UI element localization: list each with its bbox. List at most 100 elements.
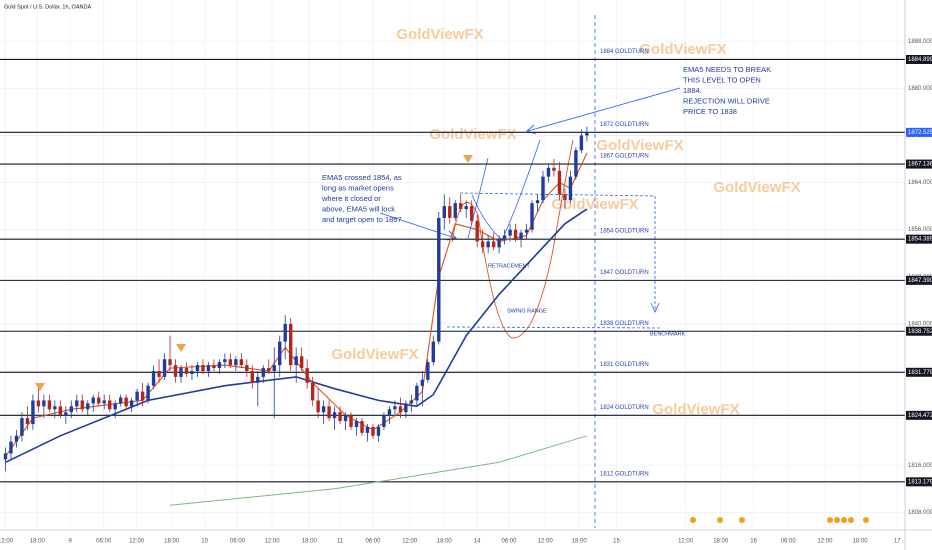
candle-body xyxy=(234,359,238,366)
candle-body xyxy=(382,415,386,427)
candle-body xyxy=(75,400,79,407)
note-line: RETRACEMENT xyxy=(488,263,531,269)
candle-body xyxy=(107,400,112,410)
candle-body xyxy=(469,206,474,221)
candle-body xyxy=(343,415,348,422)
candle-body xyxy=(426,362,430,380)
price-box xyxy=(906,410,932,420)
candle-body xyxy=(184,368,189,374)
candle-body xyxy=(354,421,359,427)
x-tick-label: 18:00 xyxy=(713,539,729,545)
candle-body xyxy=(162,359,167,377)
x-tick-label: 06:00 xyxy=(365,539,381,545)
candle-body xyxy=(437,217,441,342)
marker xyxy=(35,383,45,391)
candle-body xyxy=(140,391,145,401)
x-tick-label: 15 xyxy=(613,539,620,545)
x-tick-label: 06:00 xyxy=(96,539,112,545)
candle-body xyxy=(223,359,227,363)
candle-body xyxy=(179,368,183,377)
candle-body xyxy=(299,356,304,369)
candle-body xyxy=(321,406,326,413)
candle-body xyxy=(250,371,255,383)
x-tick-label: 12:00 xyxy=(402,539,418,545)
price-box-label: 1867.136 xyxy=(908,162,932,168)
y-tick-label: 1840.000 xyxy=(908,321,932,327)
candle-body xyxy=(206,365,211,371)
event-icon xyxy=(841,517,847,523)
watermarks: GoldViewFX GoldViewFX GoldViewFX GoldViewFX… xyxy=(331,26,800,418)
candle-body xyxy=(47,400,52,410)
price-box xyxy=(906,367,932,377)
event-icon xyxy=(834,517,840,523)
event-icon xyxy=(717,517,723,523)
level-label: 1884 GOLDTURN xyxy=(600,49,649,55)
candle-body xyxy=(491,241,496,248)
level-label: 1838 GOLDTURN xyxy=(600,321,649,327)
candle-body xyxy=(420,379,425,386)
x-tick-label: 18:00 xyxy=(853,539,869,545)
x-tick-label: 18:00 xyxy=(30,539,46,545)
candle-body xyxy=(442,206,446,218)
candle-body xyxy=(283,323,287,342)
arrow xyxy=(379,212,456,239)
level-label: 1824 GOLDTURN xyxy=(600,405,649,411)
level-label: 1872 GOLDTURN xyxy=(600,122,649,128)
x-tick-label: 18:00 xyxy=(164,539,180,545)
x-tick-label: 12:00 xyxy=(538,539,554,545)
arrow xyxy=(467,157,489,239)
candle-body xyxy=(64,412,68,416)
level-label: 1812 GOLDTURN xyxy=(600,471,649,477)
candle-body xyxy=(415,385,419,401)
y-tick-label: 1864.000 xyxy=(908,180,932,186)
price-box-label: 1847.390 xyxy=(908,278,932,284)
candle-body xyxy=(261,368,265,377)
x-tick-label: 06:00 xyxy=(501,539,517,545)
candle-body xyxy=(585,132,589,136)
chart-title: Gold Spot / U.S. Dollar, 1h, OANDA xyxy=(4,4,91,10)
arrow-head xyxy=(526,124,537,135)
candle-body xyxy=(288,323,293,366)
candle-body xyxy=(278,341,282,366)
x-tick-label: 12:00 xyxy=(0,539,14,545)
x-tick-label: 18:00 xyxy=(437,539,453,545)
candle-body xyxy=(327,406,331,419)
level-label: 1831 GOLDTURN xyxy=(600,362,649,368)
candle-body xyxy=(508,229,512,236)
price-box-label: 1813.179 xyxy=(908,479,932,485)
series xyxy=(5,152,588,506)
candle-body xyxy=(212,365,216,369)
price-box xyxy=(906,275,932,285)
candle-body xyxy=(365,426,370,433)
price-box-label: 1854.389 xyxy=(908,237,932,243)
price-box-label: 1831.779 xyxy=(908,370,932,376)
candle-body xyxy=(464,206,468,210)
candle-body xyxy=(349,415,353,427)
candle-body xyxy=(97,397,101,404)
grid xyxy=(0,0,905,530)
arrow xyxy=(527,87,681,132)
candle-body xyxy=(486,241,490,248)
price-box-label: 1872.525 xyxy=(908,130,932,136)
price-box xyxy=(906,234,932,244)
candle-body xyxy=(217,362,222,369)
x-tick-label: 18:00 xyxy=(572,539,588,545)
ma-line xyxy=(5,152,588,457)
dashed-line xyxy=(459,192,656,197)
candle-body xyxy=(398,406,403,413)
x-tick-label: 06:00 xyxy=(781,539,797,545)
candle-body xyxy=(387,409,392,416)
candle-body xyxy=(14,435,19,442)
x-tick-label: 12:00 xyxy=(265,539,281,545)
candle-body xyxy=(146,385,150,401)
drawings xyxy=(35,15,869,528)
candle-body xyxy=(3,453,8,460)
candles xyxy=(3,126,589,472)
candle-body xyxy=(9,441,13,454)
price-box xyxy=(906,127,932,137)
ma-line xyxy=(5,208,588,464)
candle-body xyxy=(58,406,63,416)
y-tick-label: 1856.000 xyxy=(908,227,932,233)
candle-body xyxy=(201,365,205,371)
y-tick-label: 1808.000 xyxy=(908,510,932,516)
